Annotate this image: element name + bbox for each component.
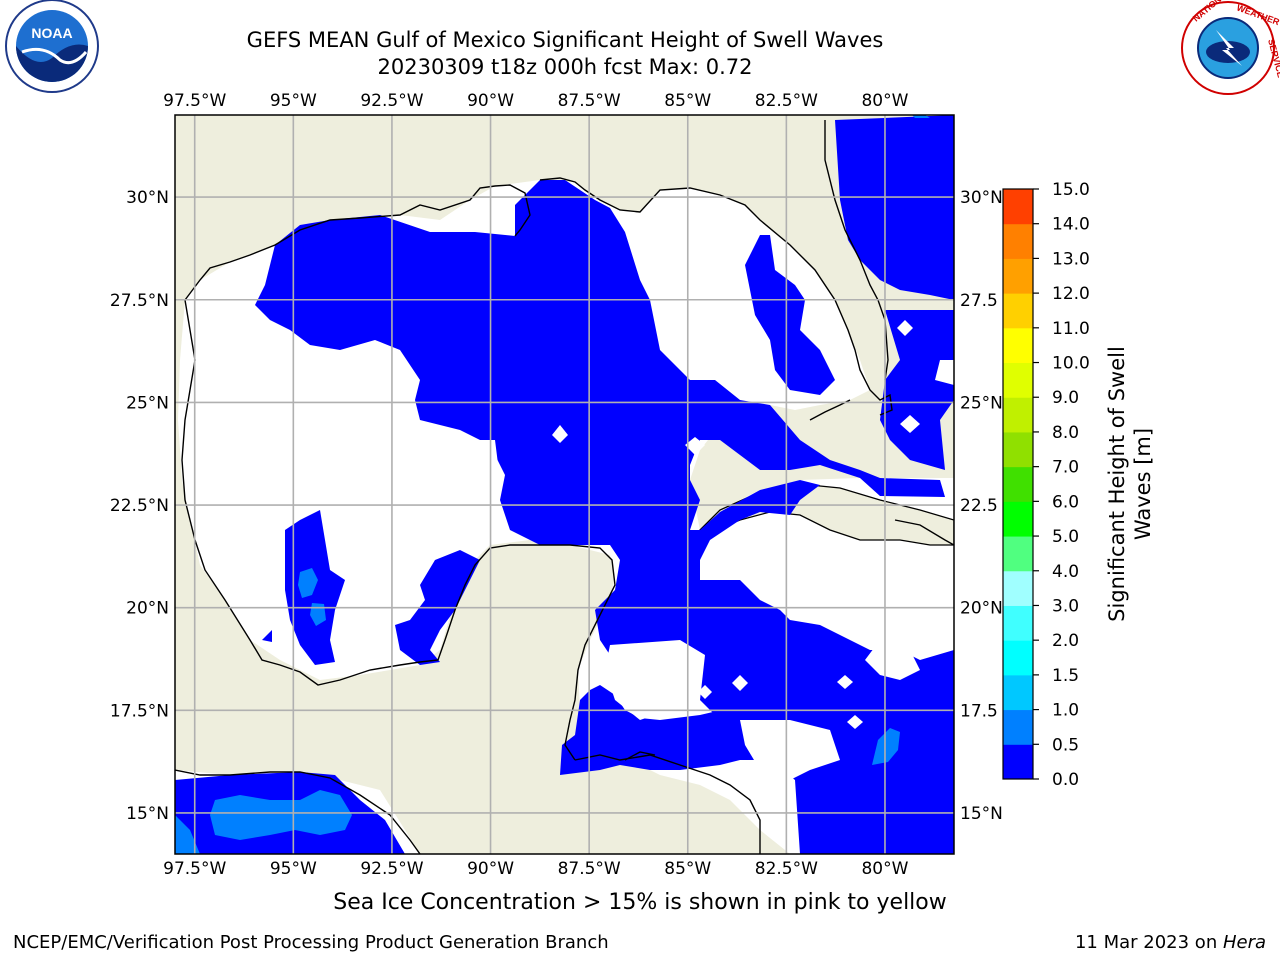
colorbar-tick-label: 9.0 — [1052, 388, 1079, 408]
colorbar-tick-label: 0.5 — [1052, 735, 1079, 755]
colorbar-tick-label: 0.0 — [1052, 770, 1079, 790]
colorbar-label-line2: Waves [m] — [1131, 428, 1155, 540]
lat-label-left: 17.5°N — [110, 701, 169, 721]
colorbar-tick-label: 12.0 — [1052, 284, 1090, 304]
lon-label-top: 90°W — [467, 91, 514, 111]
lat-label-right: 15°N — [960, 804, 1003, 824]
colorbar-segment — [1003, 466, 1033, 502]
colorbar-frame — [1002, 188, 1034, 780]
noaa-logo-icon: NOAA — [5, 0, 99, 93]
colorbar-tick-label: 8.0 — [1052, 423, 1079, 443]
colorbar-tick-label: 3.0 — [1052, 596, 1079, 616]
colorbar-segment — [1003, 501, 1033, 537]
colorbar-tick-label: 15.0 — [1052, 180, 1090, 200]
noaa-logo-text: NOAA — [31, 25, 72, 41]
lon-labels-bottom: 97.5°W 95°W 92.5°W 90°W 87.5°W 85°W 82.5°W 80°W — [163, 859, 908, 879]
lon-label-bottom: 95°W — [270, 859, 317, 879]
no-data-patches — [455, 320, 954, 780]
colorbar-segment — [1003, 362, 1033, 398]
colorbar-segment — [1003, 431, 1033, 468]
lon-label-bottom: 97.5°W — [163, 859, 226, 879]
lon-label-top: 82.5°W — [755, 91, 818, 111]
lat-label-right: 17.5 — [960, 701, 998, 721]
lon-labels-top: 97.5°W 95°W 92.5°W 90°W 87.5°W 85°W 82.5°W 80°W — [163, 91, 908, 111]
colorbar-tick-label: 14.0 — [1052, 215, 1090, 235]
colorbar-segment — [1003, 536, 1033, 572]
colorbar-tick-label: 4.0 — [1052, 562, 1079, 582]
chart-title: GEFS MEAN Gulf of Mexico Significant Hei… — [246, 28, 884, 52]
sea-ice-footnote: Sea Ice Concentration > 15% is shown in … — [333, 890, 947, 915]
lat-label-right: 20°N — [960, 599, 1003, 619]
lat-labels-left: 30°N 27.5°N 25°N 22.5°N 20°N 17.5°N 15°N — [110, 188, 169, 824]
lat-label-left: 25°N — [126, 393, 169, 413]
date-text: 11 Mar 2023 on — [1074, 932, 1223, 953]
lon-label-top: 95°W — [270, 91, 317, 111]
lon-label-top: 92.5°W — [360, 91, 423, 111]
chart-subtitle: 20230309 t18z 000h fcst Max: 0.72 — [377, 55, 753, 79]
colorbar-tick-label: 1.5 — [1052, 666, 1079, 686]
colorbar-segment — [1003, 189, 1033, 225]
lat-label-right: 27.5 — [960, 291, 998, 311]
colorbar-tick-label: 2.0 — [1052, 631, 1079, 651]
lon-label-bottom: 92.5°W — [360, 859, 423, 879]
colorbar-ticks: 0.0 0.5 1.0 1.5 2.0 3.0 4.0 5.0 6.0 7.0 8.0 9.0 10.0… — [1033, 180, 1090, 790]
colorbar-segment — [1003, 674, 1033, 711]
credit-line: NCEP/EMC/Verification Post Processing Pr… — [13, 932, 609, 953]
colorbar-tick-label: 5.0 — [1052, 527, 1079, 547]
colorbar-tick-label: 7.0 — [1052, 458, 1079, 478]
colorbar-segment — [1003, 293, 1033, 329]
lat-label-right: 25°N — [960, 393, 1003, 413]
colorbar-tick-label: 13.0 — [1052, 249, 1090, 269]
lon-label-top: 80°W — [861, 91, 908, 111]
lat-label-left: 22.5°N — [110, 496, 169, 516]
national-weather-service-logo-icon: NATIONAL WEATHER SERVICE — [1181, 0, 1280, 95]
colorbar-segment — [1003, 570, 1033, 606]
lon-label-bottom: 85°W — [664, 859, 711, 879]
colorbar-tick-label: 6.0 — [1052, 492, 1079, 512]
lon-label-bottom: 80°W — [861, 859, 908, 879]
colorbar-segment — [1003, 709, 1033, 745]
colorbar-tick-label: 10.0 — [1052, 354, 1090, 374]
map-frame — [174, 114, 955, 855]
date-line: 11 Mar 2023 on Hera — [1075, 932, 1266, 953]
colorbar-tick-label: 1.0 — [1052, 701, 1079, 721]
swell-field-0.5-to-1.0m — [175, 115, 930, 854]
lon-label-top: 87.5°W — [558, 91, 621, 111]
lon-label-top: 97.5°W — [163, 91, 226, 111]
lat-labels-right: 30°N 27.5 25°N 22.5 20°N 17.5 15°N — [960, 188, 1003, 824]
colorbar-label-line1: Significant Height of Swell — [1105, 346, 1129, 622]
lat-label-right: 30°N — [960, 188, 1003, 208]
gridlines — [175, 115, 954, 854]
lon-label-top: 85°W — [664, 91, 711, 111]
colorbar-tick-label: 11.0 — [1052, 319, 1090, 339]
colorbar-segment — [1003, 258, 1033, 294]
lat-label-left: 27.5°N — [110, 291, 169, 311]
colorbar-segment — [1003, 605, 1033, 641]
lat-label-right: 22.5 — [960, 496, 998, 516]
lon-label-bottom: 90°W — [467, 859, 514, 879]
colorbar-segment — [1003, 223, 1033, 259]
lon-label-bottom: 82.5°W — [755, 859, 818, 879]
lat-label-left: 15°N — [126, 804, 169, 824]
lat-label-left: 20°N — [126, 599, 169, 619]
colorbar — [1003, 189, 1033, 780]
colorbar-segment — [1003, 640, 1033, 676]
colorbar-segment — [1003, 397, 1033, 433]
lat-label-left: 30°N — [126, 188, 169, 208]
colorbar-segment — [1003, 744, 1033, 780]
colorbar-segment — [1003, 327, 1033, 364]
lon-label-bottom: 87.5°W — [558, 859, 621, 879]
machine-name: Hera — [1222, 932, 1266, 953]
